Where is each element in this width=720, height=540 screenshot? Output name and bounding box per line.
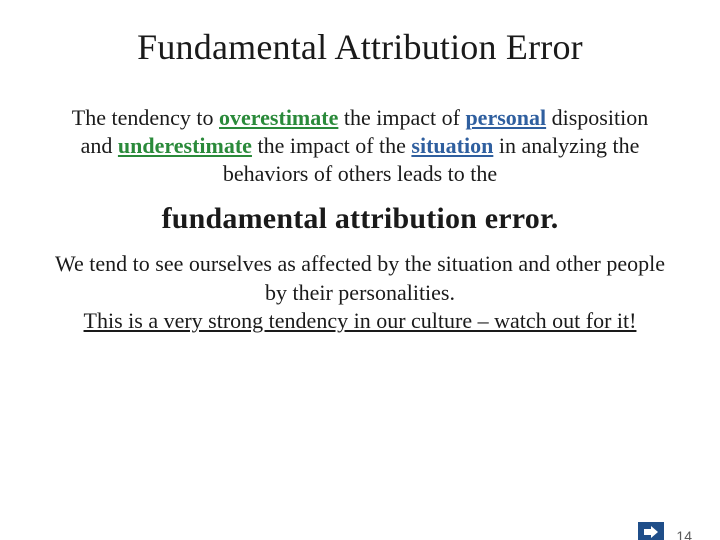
next-button[interactable] xyxy=(638,522,664,540)
body-line-2: This is a very strong tendency in our cu… xyxy=(84,308,637,333)
page-number: 14 xyxy=(676,528,692,540)
keyword-overestimate: overestimate xyxy=(219,105,338,130)
keyword-personal: personal xyxy=(465,105,546,130)
text-fragment: the impact of xyxy=(338,105,465,130)
text-fragment: The tendency to xyxy=(72,105,219,130)
arrow-right-icon xyxy=(644,526,658,538)
slide: Fundamental Attribution Error The tenden… xyxy=(0,26,720,540)
intro-paragraph: The tendency to overestimate the impact … xyxy=(60,104,660,188)
keyword-situation: situation xyxy=(411,133,493,158)
slide-title: Fundamental Attribution Error xyxy=(0,26,720,68)
emphasized-term: fundamental attribution error. xyxy=(0,202,720,236)
body-line-1: We tend to see ourselves as affected by … xyxy=(55,251,665,304)
body-paragraph: We tend to see ourselves as affected by … xyxy=(44,250,676,334)
text-fragment: the impact of the xyxy=(252,133,411,158)
keyword-underestimate: underestimate xyxy=(118,133,252,158)
